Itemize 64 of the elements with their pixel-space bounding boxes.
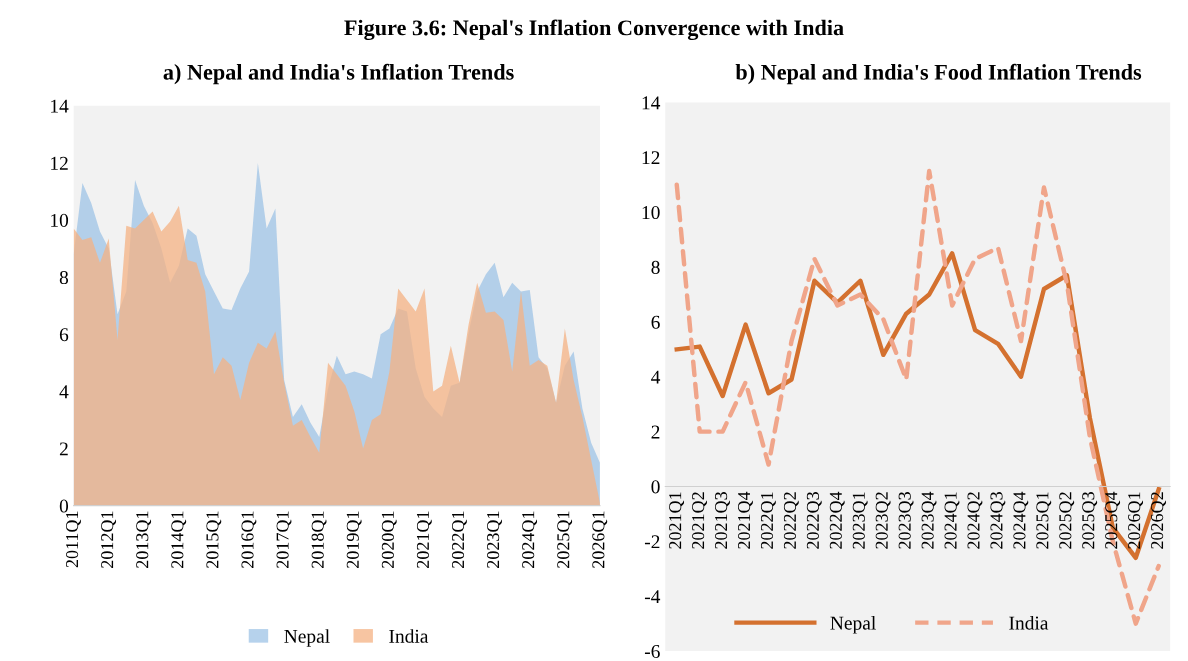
x-tick-label: 2025Q2: [1059, 492, 1075, 549]
x-tick-label: 2014Q1: [171, 511, 187, 568]
y-tick-label: 4: [651, 370, 661, 384]
x-tick-label: 2022Q1: [760, 492, 776, 549]
x-tick-label: 2023Q1: [852, 492, 868, 549]
legend-label: Nepal: [830, 615, 876, 634]
y-tick-label: 12: [642, 151, 660, 165]
y-tick-label: 0: [59, 499, 69, 513]
y-tick-label: 10: [51, 213, 69, 227]
chart-subtitle: a) Nepal and India's Inflation Trends: [163, 63, 514, 85]
y-tick-label: 6: [59, 328, 69, 342]
y-tick-label: 12: [51, 156, 68, 170]
x-tick-label: 2023Q1: [487, 511, 502, 568]
x-tick-label: 2023Q4: [921, 491, 937, 549]
x-tick-label: 2022Q2: [783, 492, 799, 549]
y-tick-label: 6: [651, 315, 660, 329]
legend-label: India: [389, 629, 429, 643]
y-tick-label: -4: [644, 590, 661, 603]
y-tick-label: 2: [59, 442, 68, 456]
x-tick-label: 2013Q1: [136, 511, 152, 568]
x-tick-label: 2021Q3: [714, 492, 730, 549]
y-tick-label: 10: [642, 206, 660, 220]
x-tick-label: 2016Q1: [241, 511, 257, 568]
x-tick-label: 2019Q1: [346, 511, 362, 568]
x-tick-label: 2021Q1: [669, 492, 685, 549]
x-tick-label: 2023Q2: [875, 492, 891, 549]
x-tick-label: 2025Q1: [557, 511, 573, 568]
x-tick-label: 2024Q3: [990, 492, 1006, 549]
y-tick-label: -6: [644, 644, 660, 659]
y-tick-label: 8: [59, 270, 69, 285]
x-tick-label: 2011Q1: [65, 511, 81, 568]
x-tick-label: 2015Q1: [206, 511, 222, 568]
x-tick-label: 2023Q3: [898, 492, 914, 549]
x-tick-label: 2026Q1: [1128, 492, 1144, 549]
x-tick-label: 2022Q1: [451, 511, 467, 568]
x-tick-label: 2024Q2: [967, 492, 983, 549]
x-tick-label: 2018Q1: [311, 511, 327, 568]
x-tick-label: 2021Q1: [416, 511, 432, 568]
x-tick-label: 2026Q1: [592, 511, 608, 568]
x-tick-label: 2022Q4: [829, 491, 845, 549]
y-tick-label: 2: [651, 425, 660, 439]
y-tick-label: 0: [651, 480, 660, 494]
chart-title: Figure 3.6: Nepal's Inflation Convergence with India: [344, 19, 844, 41]
x-tick-label: 2025Q3: [1082, 492, 1098, 549]
x-tick-label: 2021Q4: [737, 491, 753, 549]
x-tick-label: 2024Q4: [1013, 491, 1029, 549]
x-tick-label: 2024Q1: [944, 492, 960, 549]
x-tick-label: 2017Q1: [276, 511, 292, 568]
chart-subtitle: b) Nepal and India's Food Inflation Trends: [735, 63, 1142, 85]
x-tick-label: 2025Q4: [1105, 491, 1121, 549]
y-tick-label: -2: [644, 535, 660, 549]
x-tick-label: 2024Q1: [522, 511, 538, 568]
x-tick-label: 2020Q1: [381, 511, 397, 568]
y-tick-label: 4: [59, 385, 69, 399]
y-tick-label: 8: [651, 260, 660, 274]
y-tick-label: 14: [51, 99, 69, 113]
legend-label: India: [1009, 615, 1049, 630]
legend-label: Nepal: [284, 629, 330, 647]
x-tick-label: 2021Q2: [692, 492, 707, 549]
x-tick-label: 2026Q2: [1151, 492, 1166, 549]
x-tick-label: 2012Q1: [101, 511, 117, 568]
x-tick-label: 2025Q1: [1036, 492, 1052, 549]
y-tick-label: 14: [642, 96, 661, 110]
x-tick-label: 2022Q3: [806, 492, 822, 549]
